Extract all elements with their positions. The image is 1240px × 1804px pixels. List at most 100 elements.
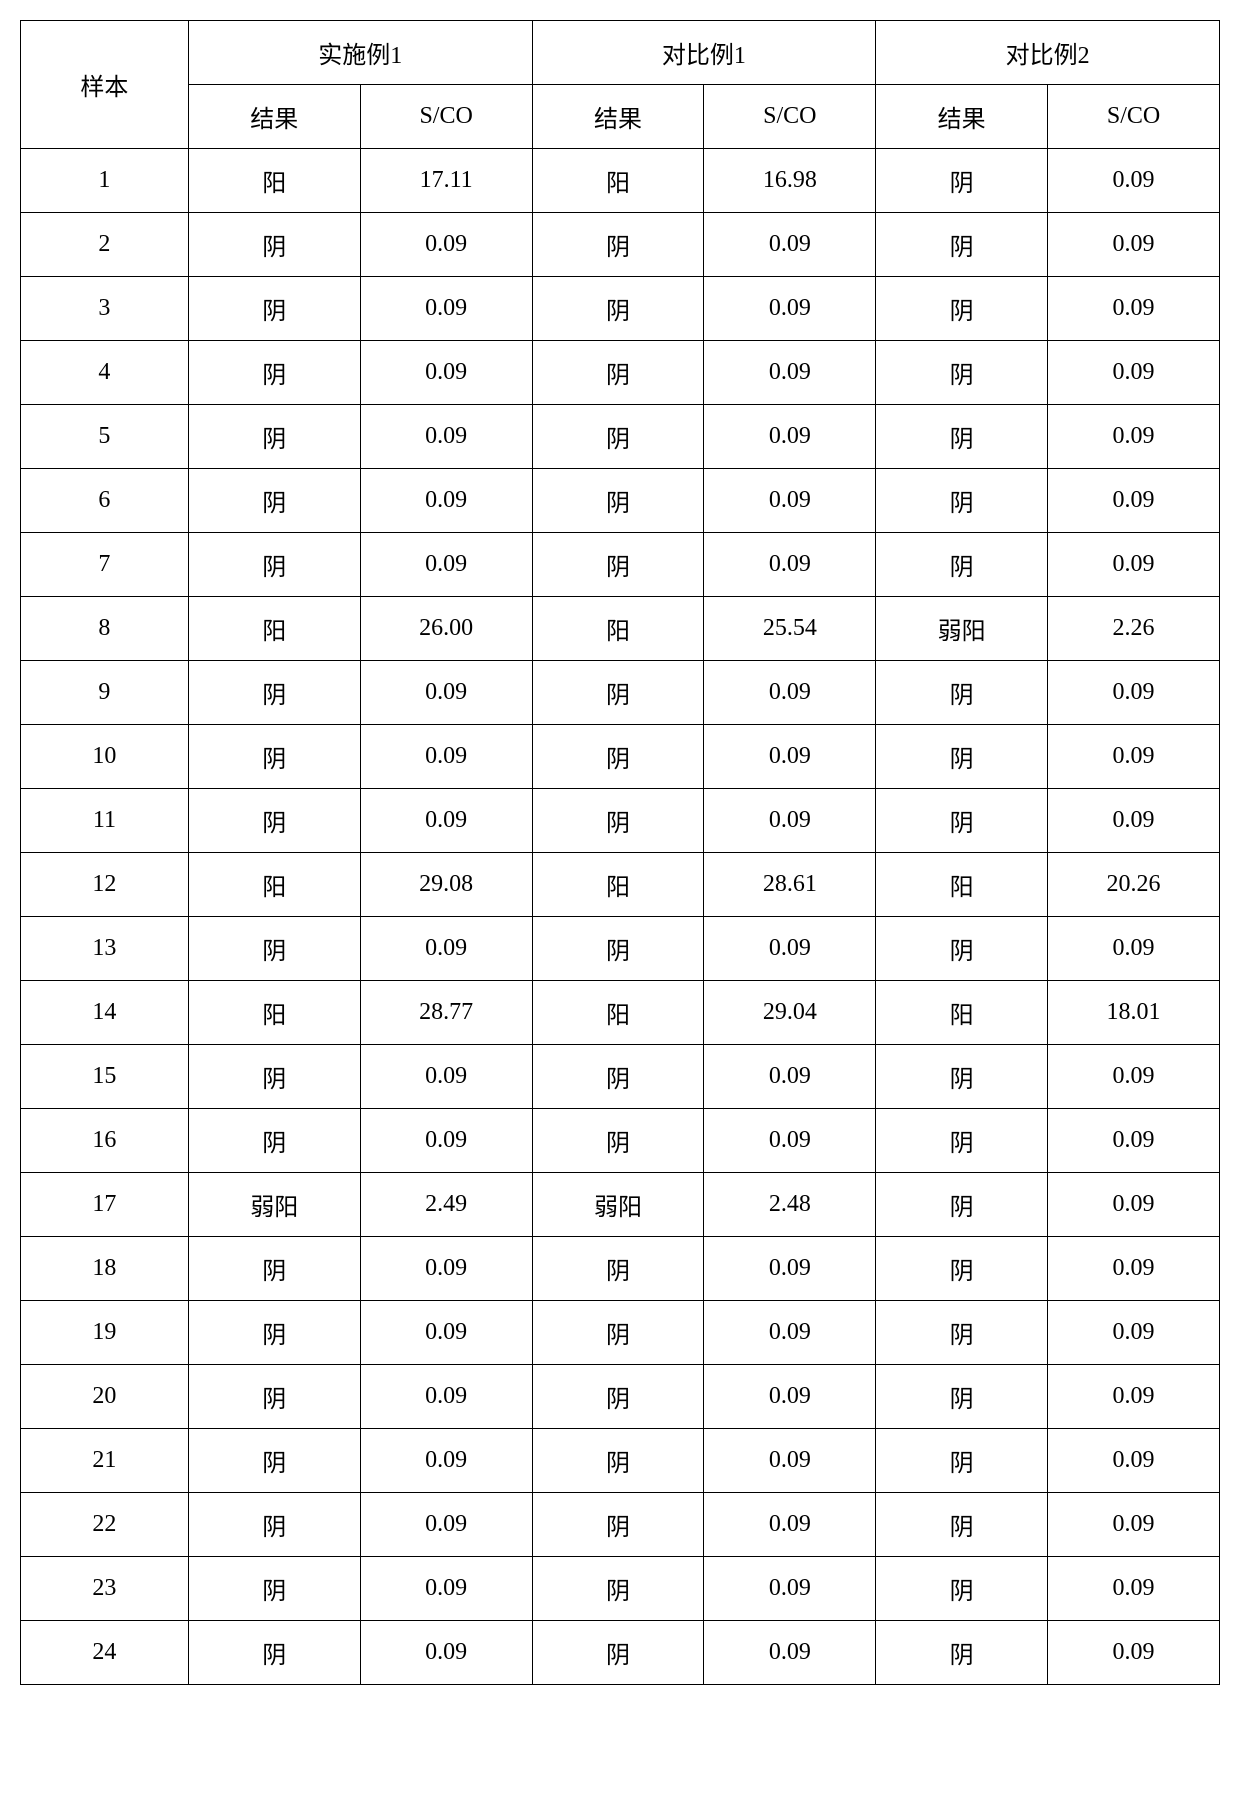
g1-result-cell: 阴 — [188, 1237, 360, 1301]
g3-result-cell: 阴 — [876, 789, 1048, 853]
g3-result-cell: 阴 — [876, 149, 1048, 213]
g1-sco-cell: 0.09 — [360, 533, 532, 597]
g2-sco-cell: 28.61 — [704, 853, 876, 917]
header-row-1: 样本 实施例1 对比例1 对比例2 — [21, 21, 1220, 85]
sample-cell: 13 — [21, 917, 189, 981]
g1-result-cell: 阴 — [188, 277, 360, 341]
g2-sco-cell: 0.09 — [704, 277, 876, 341]
table-row: 1阳17.11阳16.98阴0.09 — [21, 149, 1220, 213]
g1-sco-cell: 0.09 — [360, 405, 532, 469]
g2-sco-cell: 16.98 — [704, 149, 876, 213]
g2-sco-cell: 0.09 — [704, 341, 876, 405]
g2-result-cell: 阴 — [532, 1493, 704, 1557]
g3-result-cell: 阴 — [876, 725, 1048, 789]
g3-sco-cell: 0.09 — [1048, 1301, 1220, 1365]
table-row: 5阴0.09阴0.09阴0.09 — [21, 405, 1220, 469]
g2-result-cell: 阴 — [532, 1237, 704, 1301]
sample-cell: 16 — [21, 1109, 189, 1173]
g1-sco-cell: 28.77 — [360, 981, 532, 1045]
g1-sco-cell: 0.09 — [360, 277, 532, 341]
g1-result-cell: 阴 — [188, 789, 360, 853]
result-subheader-1: 结果 — [188, 85, 360, 149]
sample-cell: 23 — [21, 1557, 189, 1621]
sample-cell: 9 — [21, 661, 189, 725]
g1-result-cell: 阴 — [188, 1621, 360, 1685]
g1-sco-cell: 0.09 — [360, 1301, 532, 1365]
g2-sco-cell: 0.09 — [704, 533, 876, 597]
g1-result-cell: 阴 — [188, 1557, 360, 1621]
sample-cell: 21 — [21, 1429, 189, 1493]
g1-sco-cell: 0.09 — [360, 789, 532, 853]
g3-result-cell: 阴 — [876, 533, 1048, 597]
g1-result-cell: 阴 — [188, 725, 360, 789]
g2-result-cell: 阳 — [532, 853, 704, 917]
g2-sco-cell: 0.09 — [704, 1493, 876, 1557]
g2-sco-cell: 0.09 — [704, 1429, 876, 1493]
sample-cell: 4 — [21, 341, 189, 405]
g2-sco-cell: 0.09 — [704, 1557, 876, 1621]
sample-cell: 8 — [21, 597, 189, 661]
g1-sco-cell: 29.08 — [360, 853, 532, 917]
g1-result-cell: 阴 — [188, 533, 360, 597]
g1-result-cell: 阴 — [188, 1301, 360, 1365]
table-row: 2阴0.09阴0.09阴0.09 — [21, 213, 1220, 277]
sco-subheader-2: S/CO — [704, 85, 876, 149]
sample-cell: 3 — [21, 277, 189, 341]
g2-sco-cell: 2.48 — [704, 1173, 876, 1237]
g2-sco-cell: 0.09 — [704, 1365, 876, 1429]
table-row: 7阴0.09阴0.09阴0.09 — [21, 533, 1220, 597]
g3-result-cell: 阴 — [876, 1557, 1048, 1621]
g3-result-cell: 阴 — [876, 1493, 1048, 1557]
g1-result-cell: 阴 — [188, 661, 360, 725]
g2-result-cell: 阴 — [532, 1301, 704, 1365]
sample-cell: 7 — [21, 533, 189, 597]
table-row: 9阴0.09阴0.09阴0.09 — [21, 661, 1220, 725]
g2-result-cell: 阴 — [532, 725, 704, 789]
g2-result-cell: 阳 — [532, 597, 704, 661]
g3-sco-cell: 0.09 — [1048, 149, 1220, 213]
g2-sco-cell: 0.09 — [704, 1621, 876, 1685]
table-row: 19阴0.09阴0.09阴0.09 — [21, 1301, 1220, 1365]
g2-result-cell: 弱阳 — [532, 1173, 704, 1237]
table-row: 12阳29.08阳28.61阳20.26 — [21, 853, 1220, 917]
g3-sco-cell: 0.09 — [1048, 1365, 1220, 1429]
g2-result-cell: 阴 — [532, 661, 704, 725]
g1-result-cell: 阳 — [188, 597, 360, 661]
g2-result-cell: 阴 — [532, 1621, 704, 1685]
g1-sco-cell: 0.09 — [360, 1045, 532, 1109]
g3-sco-cell: 0.09 — [1048, 341, 1220, 405]
g2-sco-cell: 0.09 — [704, 1109, 876, 1173]
table-row: 21阴0.09阴0.09阴0.09 — [21, 1429, 1220, 1493]
g3-result-cell: 阴 — [876, 1365, 1048, 1429]
sample-cell: 24 — [21, 1621, 189, 1685]
g2-sco-cell: 25.54 — [704, 597, 876, 661]
g1-result-cell: 阴 — [188, 1109, 360, 1173]
g2-sco-cell: 0.09 — [704, 1237, 876, 1301]
group-header-1: 实施例1 — [188, 21, 532, 85]
table-header: 样本 实施例1 对比例1 对比例2 结果 S/CO 结果 S/CO 结果 S/C… — [21, 21, 1220, 149]
g1-sco-cell: 0.09 — [360, 1429, 532, 1493]
g1-sco-cell: 26.00 — [360, 597, 532, 661]
g1-result-cell: 阴 — [188, 917, 360, 981]
g2-result-cell: 阴 — [532, 277, 704, 341]
g3-result-cell: 阴 — [876, 1237, 1048, 1301]
table-row: 15阴0.09阴0.09阴0.09 — [21, 1045, 1220, 1109]
g3-sco-cell: 0.09 — [1048, 1045, 1220, 1109]
sample-cell: 10 — [21, 725, 189, 789]
g3-sco-cell: 0.09 — [1048, 1109, 1220, 1173]
g3-sco-cell: 0.09 — [1048, 1621, 1220, 1685]
g1-sco-cell: 0.09 — [360, 1557, 532, 1621]
sample-cell: 20 — [21, 1365, 189, 1429]
g2-result-cell: 阴 — [532, 469, 704, 533]
sample-cell: 11 — [21, 789, 189, 853]
g2-sco-cell: 0.09 — [704, 917, 876, 981]
sample-cell: 14 — [21, 981, 189, 1045]
g3-result-cell: 弱阳 — [876, 597, 1048, 661]
sample-cell: 5 — [21, 405, 189, 469]
g3-result-cell: 阴 — [876, 917, 1048, 981]
g1-result-cell: 阳 — [188, 853, 360, 917]
g3-result-cell: 阴 — [876, 661, 1048, 725]
g2-sco-cell: 0.09 — [704, 1301, 876, 1365]
g1-result-cell: 阴 — [188, 1429, 360, 1493]
g2-result-cell: 阴 — [532, 213, 704, 277]
